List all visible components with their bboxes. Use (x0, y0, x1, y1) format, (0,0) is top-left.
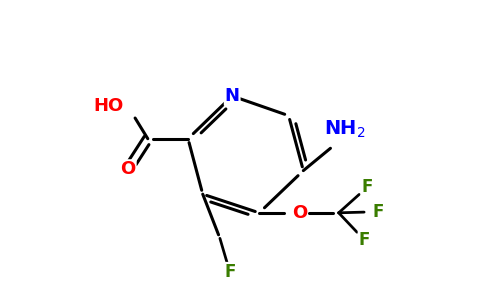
Text: HO: HO (93, 97, 123, 115)
Text: F: F (362, 178, 373, 196)
Text: F: F (359, 231, 370, 249)
Text: NH$_2$: NH$_2$ (324, 118, 366, 140)
Text: O: O (292, 204, 307, 222)
Text: N: N (225, 87, 240, 105)
Text: O: O (121, 160, 136, 178)
Text: F: F (372, 203, 384, 221)
Text: F: F (224, 263, 235, 281)
